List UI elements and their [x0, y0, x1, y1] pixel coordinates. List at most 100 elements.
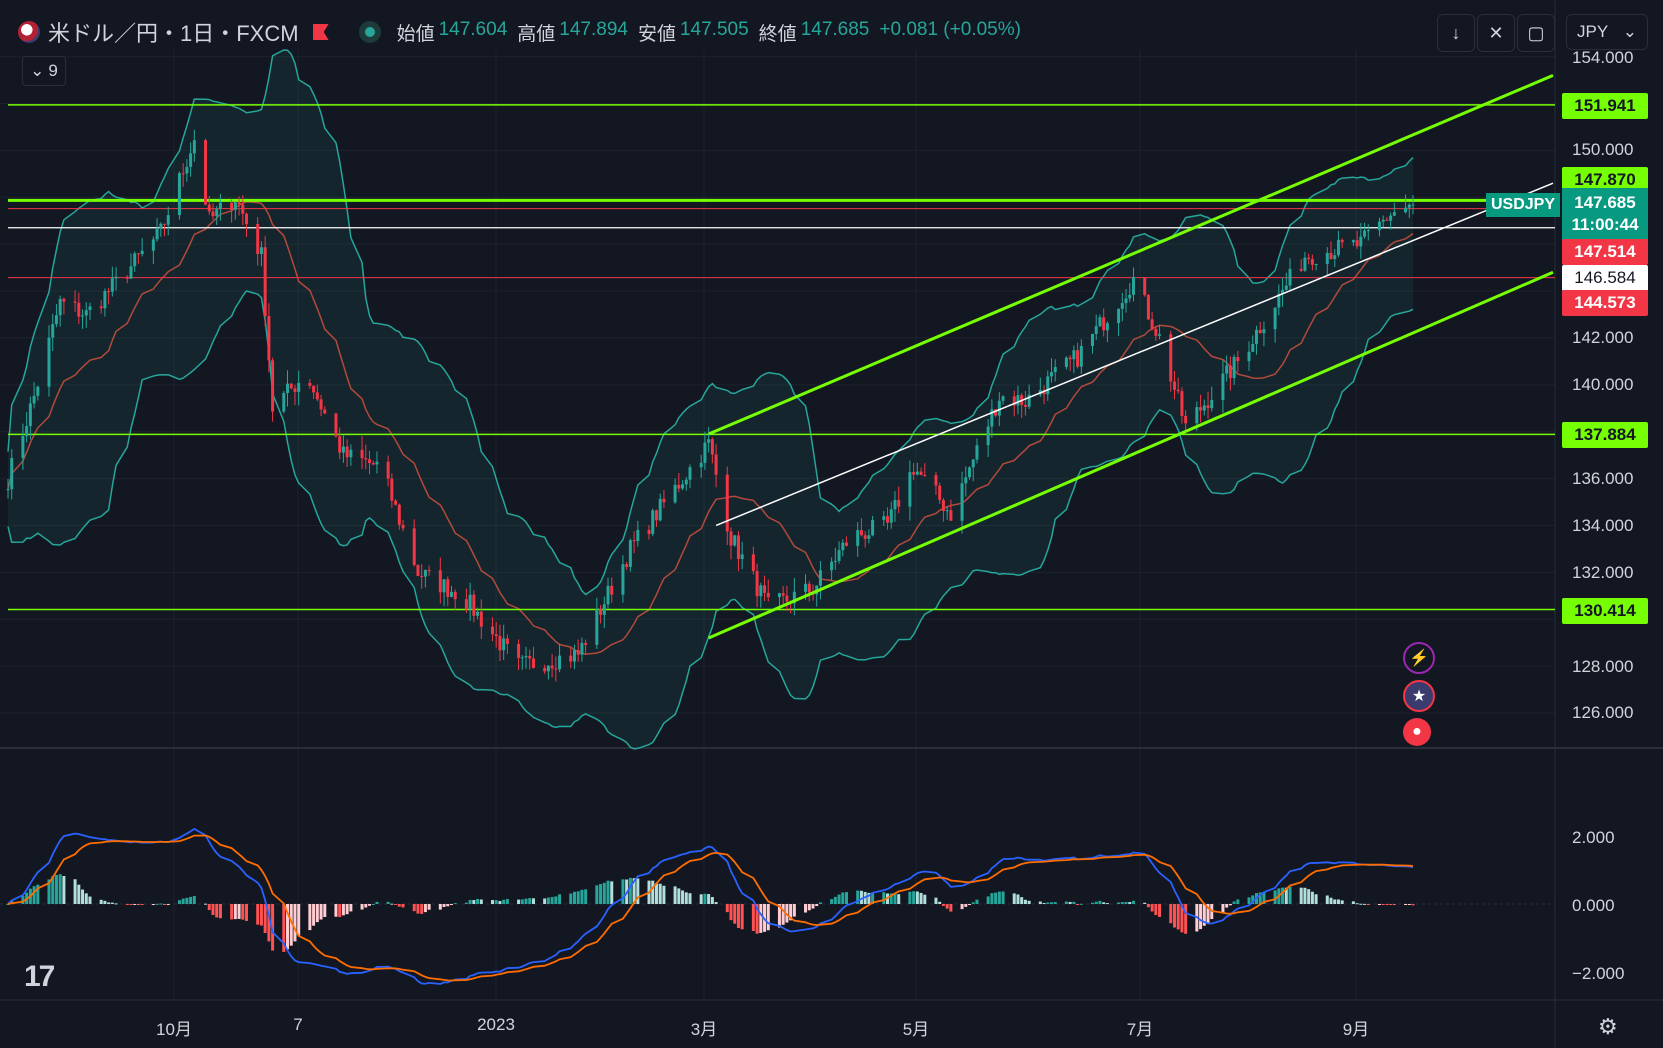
histogram-bar [32, 886, 36, 904]
bollinger-fill [8, 50, 1413, 749]
histogram-bar [133, 904, 137, 905]
histogram-bar [1221, 904, 1225, 913]
candle-body [6, 489, 10, 491]
candle-body [990, 409, 994, 427]
histogram-bar [163, 904, 167, 905]
japan-event-icon[interactable]: ● [1403, 718, 1431, 746]
histogram-bar [915, 891, 919, 904]
candle-body [1076, 350, 1080, 367]
histogram-bar [297, 904, 301, 936]
histogram-bar [845, 892, 849, 904]
tradingview-logo[interactable]: 17 [24, 960, 55, 993]
candle-body [479, 611, 483, 627]
y-tick: 126.000 [1572, 703, 1634, 722]
download-button[interactable]: ↓ [1437, 14, 1475, 52]
candle-body [1359, 236, 1363, 247]
histogram-bar [334, 904, 338, 917]
candle-body [1210, 399, 1214, 409]
histogram-bar [207, 904, 211, 911]
symbol-title[interactable]: 米ドル／円・1日・FXCM [48, 21, 299, 46]
square-icon: ▢ [1527, 22, 1545, 43]
candle-body [554, 668, 558, 670]
histogram-bar [1307, 889, 1311, 904]
red-flag-icon[interactable] [312, 24, 329, 40]
histogram-bar [375, 901, 379, 904]
histogram-bar [628, 877, 632, 904]
candle-body [1120, 303, 1124, 309]
histogram-bar [181, 898, 185, 904]
histogram-bar [1076, 904, 1080, 905]
red-level-tag[interactable]: 144.573 [1562, 290, 1648, 316]
candle-body [1310, 259, 1314, 265]
candle-body [1281, 289, 1285, 294]
level-tag-151941[interactable]: 151.941 [1562, 93, 1648, 119]
histogram-bar [1146, 904, 1150, 908]
currency-select[interactable]: JPY ⌄ [1566, 14, 1648, 50]
candle-body [416, 564, 420, 576]
candle-body [47, 337, 51, 387]
candle-body [841, 542, 845, 551]
trendline-tag[interactable]: 146.584 [1562, 265, 1648, 291]
histogram-bar [677, 888, 681, 904]
histogram-bar [204, 903, 208, 905]
candle-body [759, 585, 763, 597]
candle-body [1016, 395, 1020, 406]
candle-body [51, 324, 55, 338]
histogram-bar [241, 904, 245, 920]
us-flag-icon[interactable]: ★ [1403, 680, 1435, 712]
histogram-bar [1411, 904, 1415, 906]
settings-gear-icon[interactable]: ⚙ [1598, 1014, 1618, 1039]
lightning-icon[interactable]: ⚡ [1403, 642, 1435, 674]
candle-body [889, 509, 893, 523]
histogram-bar [531, 898, 535, 904]
channel-lower [708, 270, 1554, 640]
candle-body [1232, 357, 1236, 379]
market-status-icon[interactable] [358, 21, 381, 43]
histogram-bar [602, 882, 606, 904]
histogram-bar [960, 904, 964, 910]
candle-body [546, 665, 550, 672]
screenshot-button[interactable]: ▢ [1517, 14, 1555, 52]
histogram-bar [423, 904, 427, 913]
histogram-bar [658, 883, 662, 904]
candle-body [945, 510, 949, 512]
candle-body [882, 516, 886, 520]
histogram-bar [36, 884, 40, 904]
candle-body [1102, 317, 1106, 331]
fullscreen-button[interactable]: ✕ [1477, 14, 1515, 52]
candle-body [136, 253, 140, 255]
histogram-bar [341, 904, 345, 916]
histogram-bar [1154, 904, 1158, 916]
candle-body [1351, 240, 1355, 243]
histogram-bar [505, 899, 509, 904]
candle-body [390, 478, 394, 501]
candle-body [912, 472, 916, 475]
candle-body [140, 250, 144, 255]
histogram-bar [520, 899, 524, 904]
candle-body [1336, 239, 1340, 256]
histogram-bar [740, 904, 744, 930]
candle-body [1381, 219, 1385, 222]
candle-body [994, 409, 998, 416]
candle-body [654, 510, 658, 521]
change-value: +0.081 (+0.05%) [879, 18, 1021, 40]
level-tag-130414[interactable]: 130.414 [1562, 598, 1648, 624]
level-tag-137884[interactable]: 137.884 [1562, 422, 1648, 448]
histogram-bar [1404, 904, 1408, 905]
candle-body [73, 301, 77, 303]
histogram-bar [1202, 904, 1206, 926]
candle-body [375, 461, 379, 465]
indicators-toggle-button[interactable]: ⌄ 9 [22, 56, 66, 86]
histogram-bar [10, 900, 14, 904]
indicator-count: 9 [48, 61, 58, 80]
histogram-bar [1359, 903, 1363, 905]
histogram-bar [1053, 902, 1057, 904]
histogram-bar [1079, 903, 1083, 905]
candle-body [25, 426, 29, 437]
open-label: 始値 [396, 23, 435, 45]
red-level-tag[interactable]: 147.514 [1562, 239, 1648, 265]
candle-body [371, 463, 375, 465]
y-tick: 134.000 [1572, 516, 1634, 535]
histogram-bar [1258, 892, 1262, 904]
